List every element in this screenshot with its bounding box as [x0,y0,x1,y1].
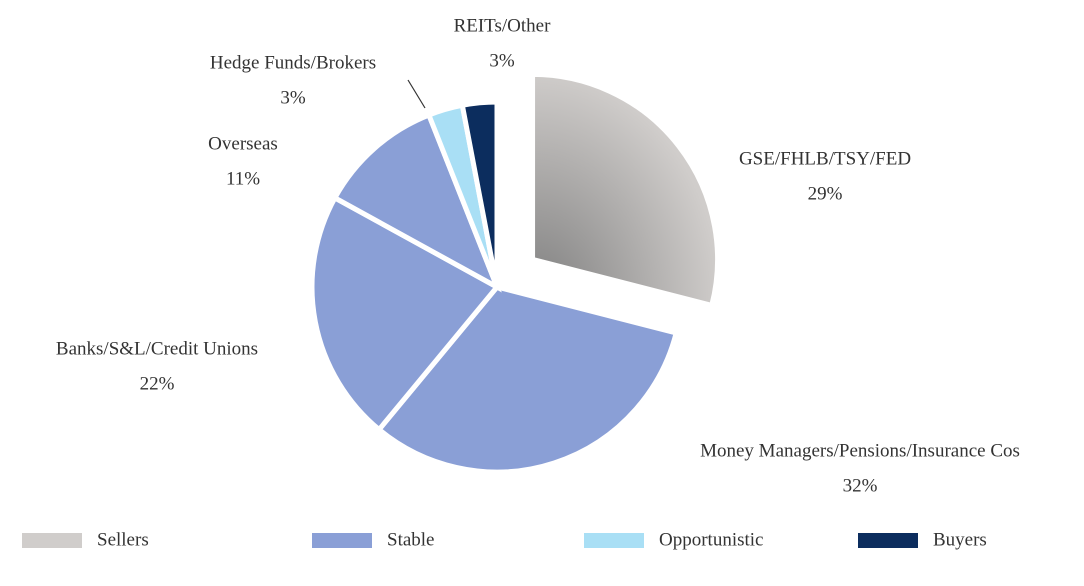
legend-label: Stable [387,529,435,550]
pie-slice [530,71,721,309]
slice-label: Hedge Funds/Brokers [210,52,376,73]
pie-slice [375,284,680,475]
legend-swatch [858,533,918,548]
slice-label: Overseas [208,133,278,154]
slice-value-label: 3% [489,50,515,71]
pie-slice [331,111,502,293]
legend-swatch [312,533,372,548]
legend-label: Buyers [933,529,987,550]
slice-value-label: 32% [843,475,878,496]
legend-swatch [22,533,82,548]
legend-label: Opportunistic [659,529,764,550]
slice-label: REITs/Other [454,15,551,36]
legend-label: Sellers [97,529,149,550]
pie-slice [459,99,500,288]
slice-label: Money Managers/Pensions/Insurance Cos [700,440,1020,461]
slice-label: GSE/FHLB/TSY/FED [739,148,911,169]
slice-value-label: 11% [226,168,260,189]
slice-label: Banks/S&L/Credit Unions [56,338,258,359]
slice-value-label: 3% [280,87,306,108]
leader-line [407,79,426,109]
slice-value-label: 22% [140,373,175,394]
legend-swatch [584,533,644,548]
pie-slice [309,194,501,434]
slice-value-label: 29% [808,183,843,204]
